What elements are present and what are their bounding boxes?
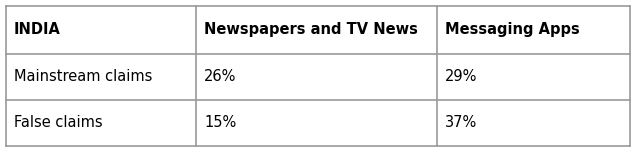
- Text: 37%: 37%: [445, 115, 477, 130]
- Text: False claims: False claims: [14, 115, 102, 130]
- Text: 29%: 29%: [445, 69, 477, 84]
- Text: Mainstream claims: Mainstream claims: [14, 69, 153, 84]
- Text: 26%: 26%: [204, 69, 237, 84]
- Text: INDIA: INDIA: [14, 22, 61, 37]
- Text: 15%: 15%: [204, 115, 237, 130]
- Text: Newspapers and TV News: Newspapers and TV News: [204, 22, 418, 37]
- Text: Messaging Apps: Messaging Apps: [445, 22, 579, 37]
